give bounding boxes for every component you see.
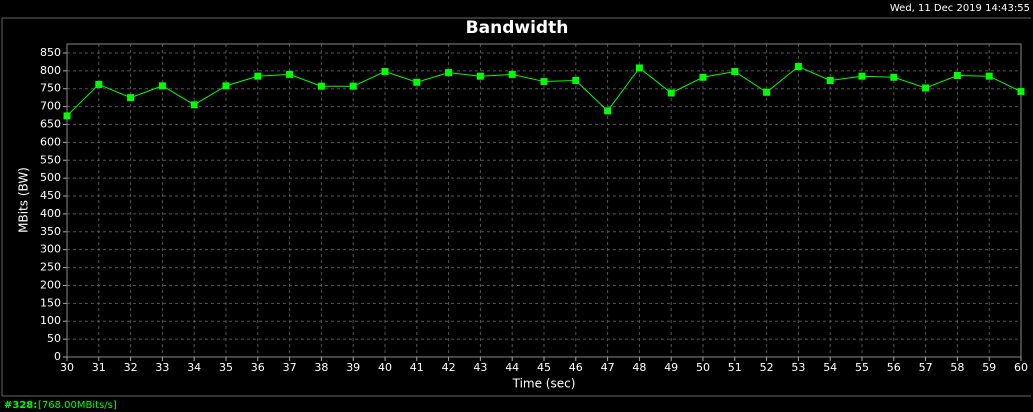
point [794, 63, 802, 71]
y-tick-label: 800 [40, 64, 61, 77]
point [286, 70, 294, 78]
x-tick-label: 59 [982, 361, 996, 374]
point [476, 72, 484, 80]
y-tick-label: 0 [54, 350, 61, 363]
x-tick-label: 60 [1014, 361, 1028, 374]
y-tick-label: 200 [40, 278, 61, 291]
chart-title: Bandwidth [466, 18, 569, 38]
point [699, 73, 707, 81]
point [540, 78, 548, 86]
x-tick-label: 56 [887, 361, 901, 374]
y-tick-label: 500 [40, 171, 61, 184]
y-tick-label: 150 [40, 296, 61, 309]
x-tick-label: 52 [760, 361, 774, 374]
point [508, 70, 516, 78]
x-tick-label: 31 [92, 361, 106, 374]
y-tick-label: 300 [40, 243, 61, 256]
point [158, 82, 166, 90]
x-axis-label: Time (sec) [512, 377, 576, 391]
x-tick-label: 32 [124, 361, 138, 374]
y-tick-label: 650 [40, 117, 61, 130]
x-tick-label: 36 [251, 361, 265, 374]
y-tick-label: 400 [40, 207, 61, 220]
x-tick-label: 46 [569, 361, 583, 374]
point [572, 76, 580, 84]
x-tick-label: 41 [410, 361, 424, 374]
y-tick-label: 100 [40, 314, 61, 327]
point [222, 82, 230, 90]
y-tick-label: 450 [40, 189, 61, 202]
point [317, 82, 325, 90]
point [890, 73, 898, 81]
point [604, 107, 612, 115]
x-tick-label: 39 [346, 361, 360, 374]
x-tick-label: 43 [473, 361, 487, 374]
x-tick-label: 50 [696, 361, 710, 374]
y-tick-label: 600 [40, 135, 61, 148]
point [63, 112, 71, 120]
x-tick-label: 33 [155, 361, 169, 374]
y-tick-label: 700 [40, 100, 61, 113]
point [985, 72, 993, 80]
y-tick-label: 850 [40, 46, 61, 59]
x-tick-label: 48 [632, 361, 646, 374]
x-tick-label: 44 [505, 361, 519, 374]
x-tick-label: 30 [60, 361, 74, 374]
y-tick-label: 550 [40, 153, 61, 166]
point [922, 84, 930, 92]
point [635, 64, 643, 72]
x-tick-label: 57 [919, 361, 933, 374]
y-axis-label: MBits (BW) [17, 167, 31, 233]
x-tick-label: 54 [823, 361, 837, 374]
point [413, 78, 421, 86]
x-tick-label: 40 [378, 361, 392, 374]
x-tick-label: 47 [601, 361, 615, 374]
y-tick-label: 250 [40, 261, 61, 274]
point [953, 71, 961, 79]
point [731, 68, 739, 76]
status-reading: [768.00MBits/s] [38, 400, 117, 411]
point [1017, 88, 1025, 96]
x-tick-label: 55 [855, 361, 869, 374]
timestamp: Wed, 11 Dec 2019 14:43:55 [890, 3, 1030, 14]
status-id: #328: [4, 400, 37, 411]
plot-border [66, 43, 1022, 358]
point [349, 82, 357, 90]
x-tick-label: 45 [537, 361, 551, 374]
point [127, 94, 135, 102]
x-tick-label: 42 [442, 361, 456, 374]
point [95, 80, 103, 88]
point [381, 68, 389, 76]
x-tick-label: 58 [950, 361, 964, 374]
point [826, 76, 834, 84]
y-tick-label: 50 [47, 332, 61, 345]
y-tick-label: 350 [40, 225, 61, 238]
x-tick-label: 51 [728, 361, 742, 374]
point [190, 101, 198, 109]
point [763, 88, 771, 96]
point [445, 69, 453, 77]
x-tick-label: 38 [314, 361, 328, 374]
point [858, 72, 866, 80]
x-tick-label: 34 [187, 361, 201, 374]
x-tick-label: 35 [219, 361, 233, 374]
point [254, 72, 262, 80]
x-tick-label: 53 [791, 361, 805, 374]
x-tick-label: 37 [283, 361, 297, 374]
point [667, 89, 675, 97]
x-tick-label: 49 [664, 361, 678, 374]
y-tick-label: 750 [40, 82, 61, 95]
